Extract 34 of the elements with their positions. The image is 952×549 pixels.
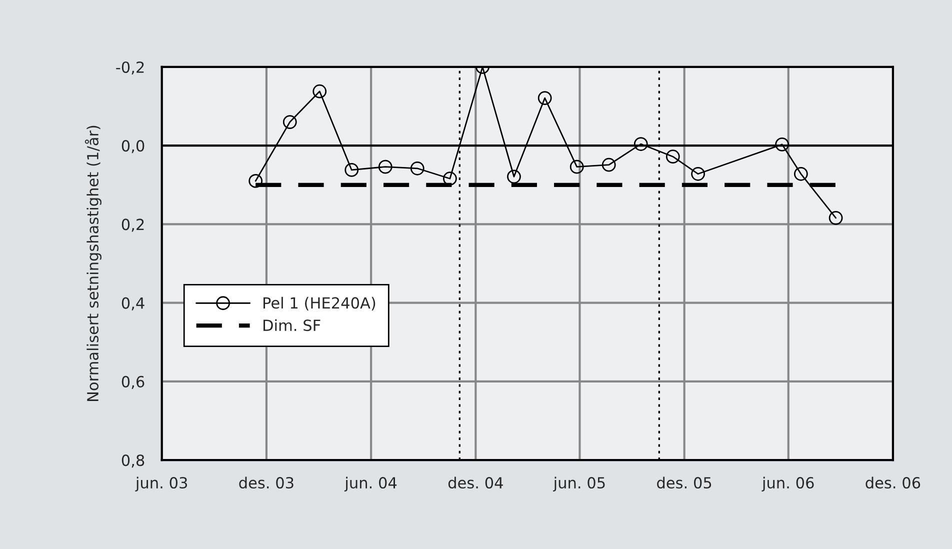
x-tick-label: jun. 03 — [135, 476, 187, 492]
point — [378, 160, 392, 174]
y-tick-label: 0,0 — [122, 140, 144, 154]
point — [666, 150, 680, 164]
point — [634, 137, 648, 151]
y-tick-label: 0,6 — [122, 376, 144, 390]
x-tick-label: des. 03 — [239, 476, 294, 489]
legend-label: Dim. SF — [264, 319, 320, 332]
y-axis-title: Normalisert setningshastighet (1/år) — [84, 126, 102, 401]
point — [691, 166, 705, 181]
x-tick-label: jun. 06 — [762, 476, 814, 492]
point — [443, 172, 457, 186]
point — [794, 166, 808, 181]
x-tick-label: des. 04 — [448, 476, 503, 489]
point — [344, 163, 359, 177]
point — [507, 170, 521, 184]
y-tick-label: -0,2 — [116, 61, 144, 75]
point — [410, 161, 424, 176]
point — [775, 137, 790, 152]
legend-label: Pel 1 (HE240A) — [264, 296, 376, 310]
x-tick-label: des. 06 — [866, 476, 920, 489]
x-tick-label: des. 05 — [657, 476, 712, 489]
y-tick-label: 0,2 — [122, 218, 144, 232]
point — [602, 158, 616, 172]
point — [538, 91, 552, 105]
point — [248, 174, 263, 188]
y-tick-label: 0,8 — [122, 454, 144, 468]
point — [570, 160, 584, 174]
point — [282, 115, 297, 129]
x-tick-label: jun. 04 — [344, 476, 397, 492]
y-tick-label: 0,4 — [122, 297, 144, 310]
point — [828, 210, 843, 225]
point — [312, 84, 327, 98]
x-tick-label: jun. 05 — [553, 476, 605, 492]
